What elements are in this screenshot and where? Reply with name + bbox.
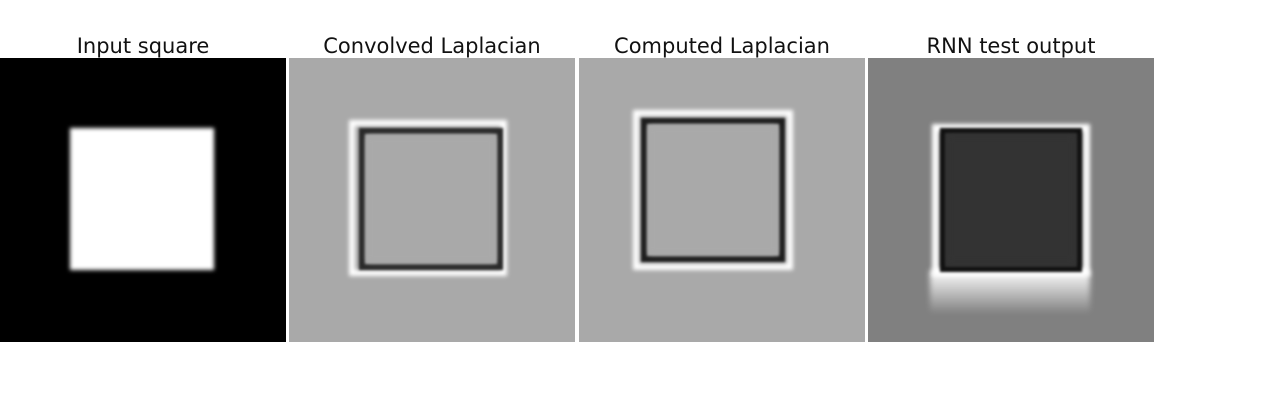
white-square bbox=[70, 128, 214, 270]
bright-edge bbox=[349, 120, 507, 276]
panel-title: RNN test output bbox=[926, 34, 1096, 58]
panel-computed-laplacian: Computed Laplacian bbox=[579, 0, 865, 342]
panel-title: Convolved Laplacian bbox=[323, 34, 541, 58]
image-convolved-laplacian bbox=[289, 58, 575, 342]
panel-convolved-laplacian: Convolved Laplacian bbox=[289, 0, 575, 342]
image-rnn-test-output bbox=[868, 58, 1154, 342]
square-interior bbox=[367, 136, 495, 262]
bright-edge bbox=[633, 110, 793, 270]
panel-title: Input square bbox=[76, 34, 210, 58]
square-interior bbox=[649, 126, 777, 254]
square-interior bbox=[948, 136, 1074, 262]
bright-edge bbox=[932, 124, 1090, 276]
image-input-square bbox=[0, 58, 286, 342]
panel-rnn-test-output: RNN test output bbox=[868, 0, 1154, 342]
bottom-glow bbox=[930, 270, 1090, 314]
panel-title: Computed Laplacian bbox=[614, 34, 830, 58]
panel-input-square: Input square bbox=[0, 0, 286, 342]
image-computed-laplacian bbox=[579, 58, 865, 342]
